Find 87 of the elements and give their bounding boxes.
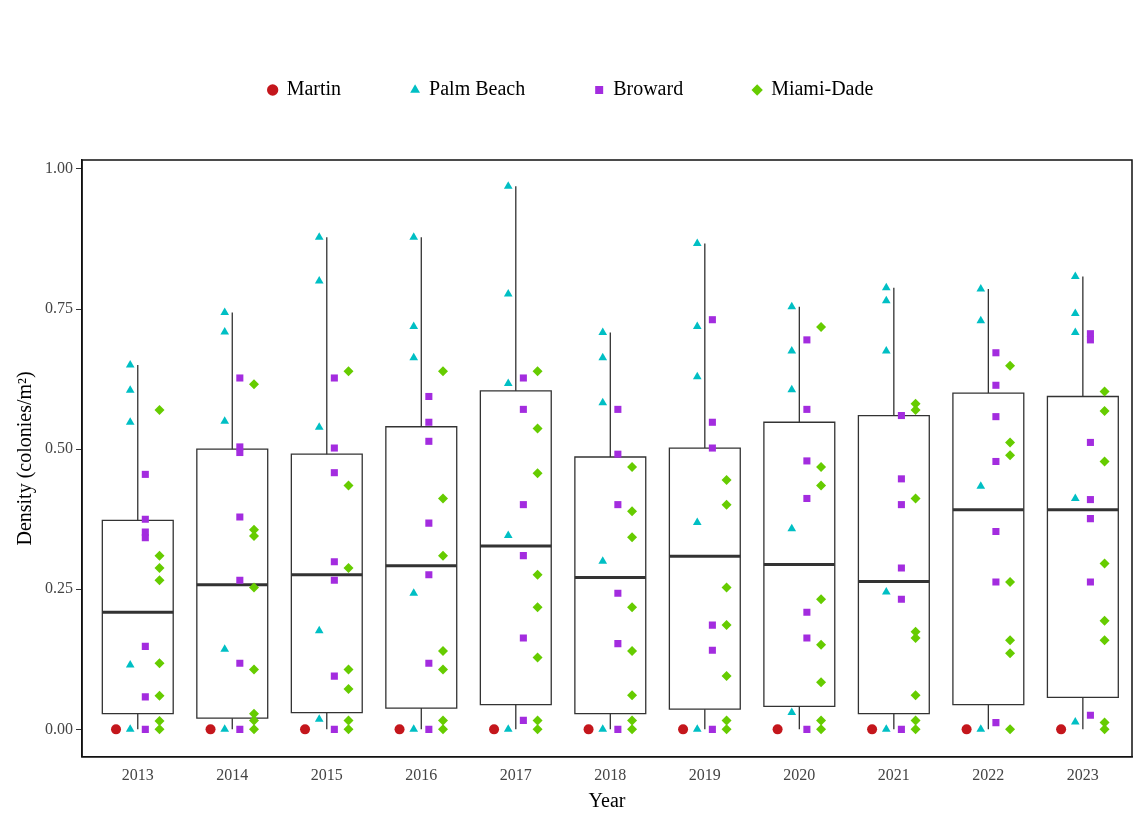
- legend-label: Palm Beach: [429, 77, 526, 100]
- point: [881, 282, 891, 291]
- point: [314, 625, 324, 634]
- point: [125, 360, 135, 368]
- point: [598, 556, 608, 564]
- x-tick-label: 2014: [216, 765, 249, 783]
- point: [772, 724, 783, 735]
- point: [976, 283, 986, 292]
- point: [220, 416, 230, 424]
- point: [598, 397, 608, 406]
- point: [125, 724, 135, 732]
- point: [881, 587, 891, 595]
- y-tick-label: 0.00: [45, 719, 73, 737]
- point: [1070, 493, 1080, 501]
- point: [692, 371, 702, 380]
- point: [678, 724, 689, 735]
- point: [692, 321, 702, 329]
- point: [394, 724, 405, 735]
- point: [503, 181, 513, 189]
- point: [314, 714, 324, 722]
- point: [692, 724, 702, 732]
- y-tick-label: 0.50: [45, 439, 73, 457]
- x-axis-title: Year: [588, 789, 626, 812]
- point: [867, 724, 878, 735]
- point: [692, 517, 702, 526]
- x-tick-label: 2021: [877, 765, 910, 783]
- x-tick-label: 2023: [1066, 765, 1099, 783]
- point: [314, 422, 324, 430]
- x-tick-label: 2017: [499, 765, 532, 783]
- point: [503, 288, 513, 297]
- point: [598, 327, 608, 336]
- point: [1056, 724, 1067, 735]
- y-tick-label: 0.25: [45, 579, 73, 597]
- point: [1070, 308, 1080, 317]
- point: [976, 724, 986, 732]
- x-tick-label: 2013: [121, 765, 154, 783]
- point: [787, 707, 797, 716]
- point: [583, 724, 594, 735]
- x-tick-label: 2018: [594, 765, 627, 783]
- x-tick-label: 2022: [972, 765, 1005, 783]
- point: [503, 530, 513, 538]
- point: [125, 385, 135, 393]
- point: [300, 724, 311, 735]
- point: [692, 238, 702, 246]
- y-axis-title: Density (colonies/m²): [13, 371, 37, 546]
- legend-label: Miami-Dade: [771, 77, 874, 100]
- x-tick-label: 2015: [310, 765, 343, 783]
- point: [205, 724, 216, 735]
- point: [787, 301, 797, 310]
- point: [489, 724, 500, 735]
- point: [125, 659, 135, 668]
- point: [409, 588, 419, 596]
- point: [409, 352, 419, 361]
- point: [220, 724, 230, 732]
- point: [961, 724, 972, 735]
- y-tick-label: 0.75: [45, 299, 73, 317]
- point: [881, 724, 891, 732]
- legend-label: Martin: [286, 77, 342, 100]
- point: [787, 346, 797, 354]
- point: [314, 232, 324, 240]
- point: [409, 232, 419, 240]
- point: [125, 417, 135, 425]
- point: [976, 315, 986, 324]
- point: [409, 724, 419, 732]
- x-tick-label: 2019: [688, 765, 721, 783]
- x-tick-label: 2020: [783, 765, 816, 783]
- point: [881, 346, 891, 354]
- point: [111, 724, 122, 735]
- point: [409, 321, 419, 329]
- point: [220, 644, 230, 652]
- point: [1070, 271, 1080, 280]
- point: [220, 327, 230, 335]
- x-tick-label: 2016: [405, 765, 438, 783]
- point: [1070, 327, 1080, 336]
- point: [503, 724, 513, 732]
- point: [598, 352, 608, 361]
- point: [787, 523, 797, 532]
- point: [881, 295, 891, 304]
- y-tick-label: 1.00: [45, 159, 73, 177]
- point: [503, 378, 513, 387]
- point: [220, 307, 230, 315]
- point: [787, 384, 797, 393]
- point: [314, 276, 324, 284]
- point: [1070, 717, 1080, 725]
- legend-label: Broward: [613, 77, 684, 100]
- point: [976, 481, 986, 489]
- point: [598, 724, 608, 732]
